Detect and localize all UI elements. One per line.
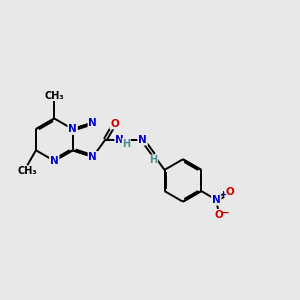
- Text: N: N: [88, 152, 97, 162]
- Text: N: N: [115, 135, 124, 145]
- Text: N: N: [68, 124, 77, 134]
- Text: CH₃: CH₃: [17, 166, 37, 176]
- Text: N: N: [88, 118, 97, 128]
- Text: N: N: [212, 195, 221, 205]
- Text: N: N: [50, 156, 59, 166]
- Text: CH₃: CH₃: [44, 91, 64, 101]
- Text: O: O: [225, 187, 234, 197]
- Text: N: N: [138, 135, 147, 145]
- Text: +: +: [219, 190, 226, 199]
- Text: H: H: [122, 139, 130, 148]
- Text: H: H: [149, 155, 158, 165]
- Text: O: O: [214, 210, 223, 220]
- Text: −: −: [221, 208, 230, 218]
- Text: O: O: [110, 118, 119, 128]
